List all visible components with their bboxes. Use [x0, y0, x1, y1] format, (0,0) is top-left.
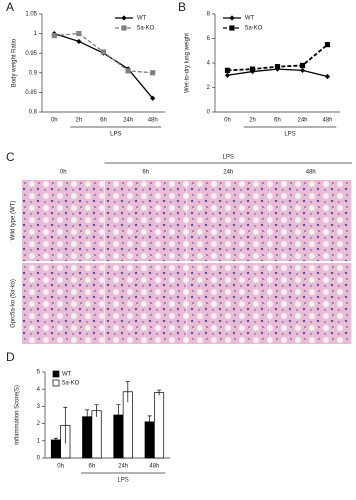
- histology-image: [187, 263, 269, 344]
- panel-letter: C: [6, 150, 15, 164]
- x-tick-label: 6h: [274, 118, 281, 124]
- y-tick-label: 1: [37, 438, 41, 444]
- bar: [50, 439, 61, 459]
- y-tick-label: 2: [37, 421, 41, 427]
- histology-image: [104, 263, 187, 344]
- group-label: LPS: [223, 155, 234, 161]
- legend-label: WT: [245, 16, 255, 22]
- row-label: Wild type (WT): [11, 201, 17, 241]
- point: [324, 42, 331, 48]
- bar: [154, 392, 165, 459]
- group-label: LPS: [110, 132, 121, 138]
- x-tick-label: 24h: [297, 118, 307, 124]
- point: [274, 64, 281, 70]
- point: [76, 38, 82, 45]
- point: [249, 66, 256, 72]
- x-tick-label: 24h: [123, 118, 133, 124]
- error-bar: [85, 409, 90, 424]
- point: [324, 73, 331, 80]
- legend-marker: [121, 15, 127, 21]
- panel-letter: A: [6, 0, 14, 14]
- x-tick-label: 6h: [89, 464, 96, 470]
- legend-label: WT: [62, 372, 72, 378]
- y-tick-label: 3: [37, 404, 41, 410]
- bar: [91, 410, 102, 459]
- legend-label: 5a-KO: [62, 381, 80, 387]
- x-tick-label: 0h: [51, 118, 58, 124]
- y-tick-label: 5: [37, 370, 41, 376]
- column-label: 24h: [223, 170, 233, 176]
- x-tick-label: 48h: [148, 118, 158, 124]
- x-tick-label: 6h: [100, 118, 107, 124]
- legend-label: 5a-KO: [137, 26, 155, 32]
- y-tick-label: 0.95: [25, 51, 37, 57]
- x-tick-label: 48h: [149, 464, 159, 470]
- y-tick-label: 0: [37, 456, 41, 462]
- histology-image: [22, 180, 104, 261]
- column-label: 0h: [60, 170, 67, 176]
- legend-marker: [229, 25, 235, 31]
- y-axis-label: Body weight Ratio: [12, 38, 18, 87]
- error-bar: [125, 381, 130, 403]
- series-line: [54, 32, 154, 99]
- histology-image: [269, 263, 352, 344]
- x-tick-label: 0h: [224, 118, 231, 124]
- y-tick-label: 0: [207, 110, 211, 116]
- y-tick-label: 0.9: [29, 70, 38, 76]
- x-tick-label: 48h: [322, 118, 332, 124]
- point: [224, 72, 231, 78]
- y-axis-label: Inflammation Score(S): [15, 385, 21, 445]
- column-label: 6h: [142, 170, 149, 176]
- group-label: LPS: [117, 478, 128, 484]
- legend-label: WT: [137, 16, 147, 22]
- x-tick-label: 0h: [57, 464, 64, 470]
- group-label: LPS: [284, 132, 295, 138]
- error-bar: [53, 437, 58, 442]
- point: [76, 31, 82, 37]
- point: [224, 67, 231, 73]
- y-tick-label: 0.85: [25, 90, 37, 96]
- legend-label: 5a-KO: [245, 26, 263, 32]
- legend-marker: [121, 25, 127, 31]
- point: [150, 70, 156, 76]
- histology-image: [269, 180, 352, 261]
- y-tick-label: 2: [207, 85, 211, 91]
- y-tick-label: 4: [37, 387, 41, 393]
- x-tick-label: 24h: [118, 464, 128, 470]
- y-tick-label: 6: [207, 36, 211, 42]
- error-bar: [147, 415, 152, 428]
- point: [100, 49, 107, 55]
- histology-image: [104, 180, 187, 261]
- error-bar: [94, 404, 99, 417]
- x-tick-label: 2h: [249, 118, 256, 124]
- legend-marker: [229, 15, 235, 21]
- point: [299, 62, 306, 69]
- error-bar: [63, 406, 68, 444]
- histology-image: [187, 180, 269, 261]
- error-bar: [116, 404, 121, 426]
- row-label: Gprc5a-ko (5a-ko): [11, 279, 17, 328]
- panel-letter: B: [178, 0, 186, 14]
- y-axis-label: Wet-to-dry lung weight: [185, 33, 191, 93]
- point: [125, 68, 131, 74]
- histology-image: [22, 263, 104, 344]
- point: [51, 32, 57, 39]
- legend-swatch: [52, 370, 60, 378]
- y-tick-label: 1: [34, 31, 38, 37]
- x-tick-label: 2h: [76, 118, 83, 124]
- error-bar: [157, 389, 162, 396]
- point: [150, 95, 156, 101]
- y-tick-label: 0.8: [29, 110, 38, 116]
- panel-letter: D: [6, 350, 15, 364]
- column-label: 48h: [306, 170, 316, 176]
- legend-swatch: [52, 379, 60, 387]
- y-tick-label: 1.05: [25, 12, 37, 18]
- point: [299, 67, 306, 73]
- y-tick-label: 4: [207, 61, 211, 67]
- y-tick-label: 8: [207, 12, 211, 18]
